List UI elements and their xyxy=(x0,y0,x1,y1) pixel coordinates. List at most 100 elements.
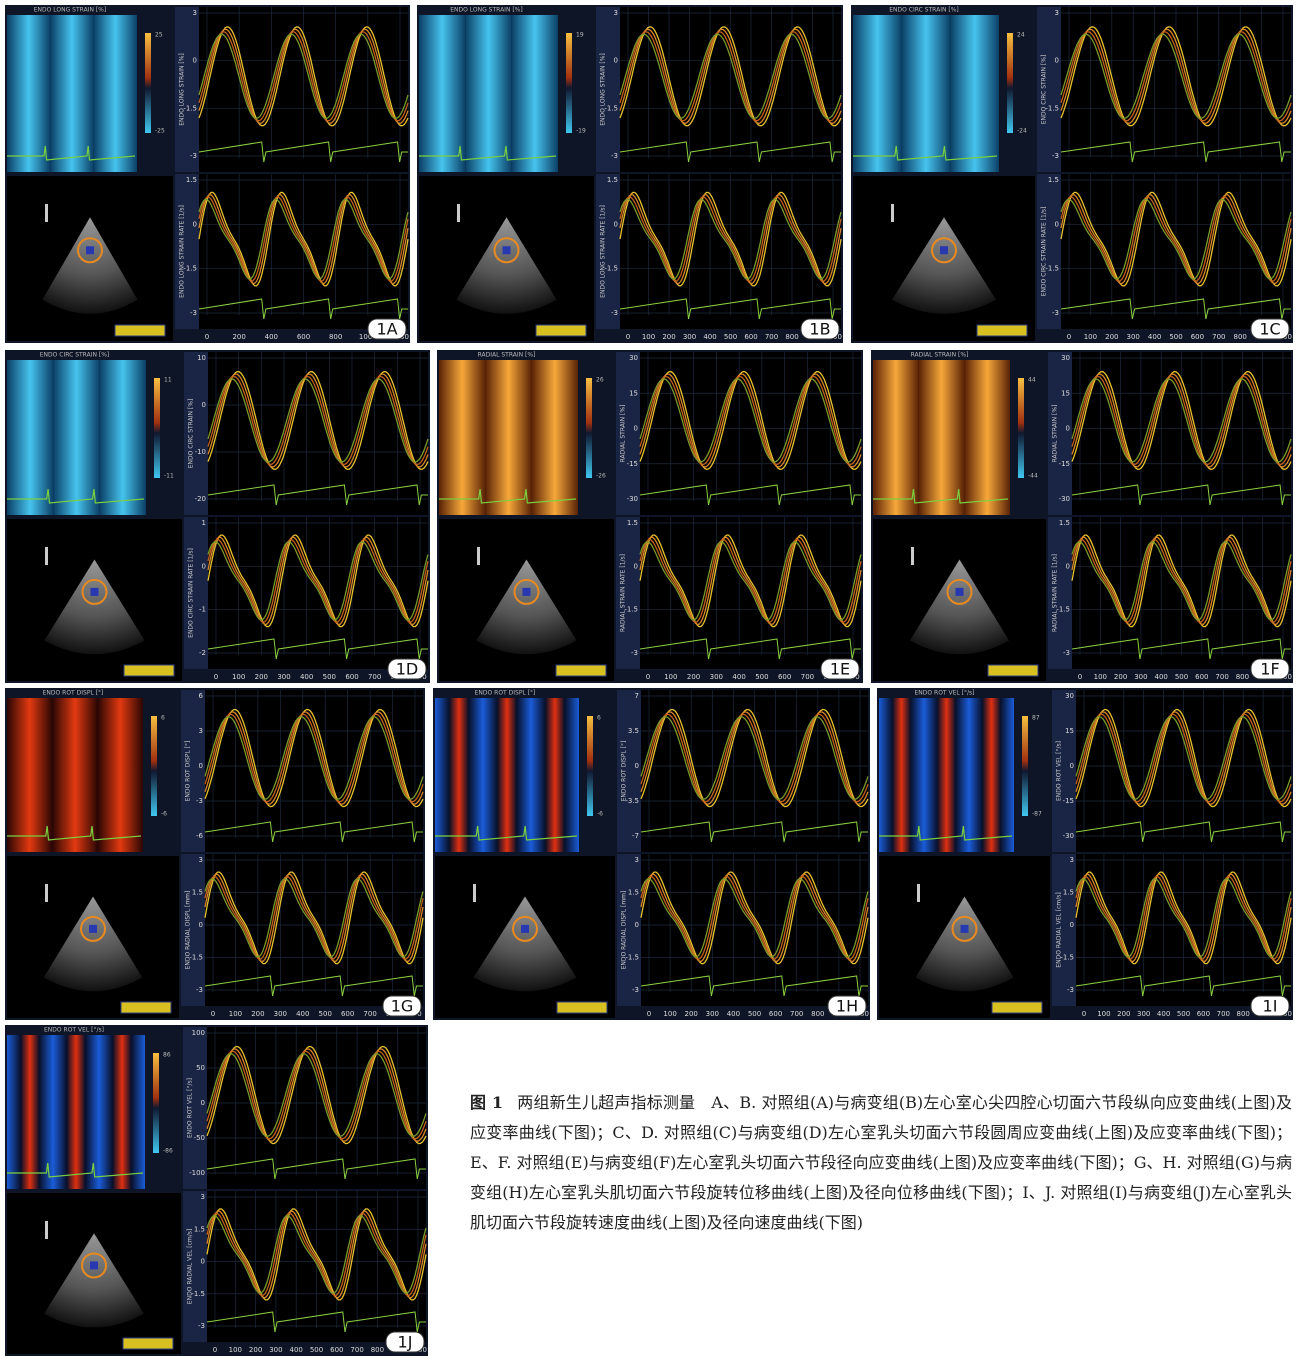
x-tick-label: 100 xyxy=(663,1010,676,1018)
echo-tag xyxy=(556,665,606,676)
heatmap-stripe xyxy=(435,698,483,852)
top-tick-label: 15 xyxy=(629,389,638,397)
bottom-tick-label: -1.5 xyxy=(1060,954,1074,962)
top-tick-label: 0 xyxy=(1066,425,1070,433)
x-tick-label: 400 xyxy=(732,673,745,681)
bottom-tick-label: -3 xyxy=(1052,309,1059,317)
x-tick-label: 800 xyxy=(1237,1010,1250,1018)
x-tick-label: 800 xyxy=(811,1010,824,1018)
panel: ENDO ROT VEL [°/s]86-86ENDO ROT VEL [°/s… xyxy=(5,1025,428,1356)
bottom-axis-label: ENDO CIRC STRAIN RATE [1/s] xyxy=(1041,207,1048,297)
echo-tag xyxy=(123,1338,173,1349)
bottom-tick-label: -1.5 xyxy=(604,265,618,273)
x-tick-label: 700 xyxy=(801,673,814,681)
heatmap-stripe xyxy=(50,15,93,172)
x-tick-label: 300 xyxy=(1127,333,1140,341)
bottom-tick-label: -1.5 xyxy=(625,954,639,962)
x-tick-label: 500 xyxy=(748,1010,761,1018)
panel-label: 1E xyxy=(830,660,850,679)
top-tick-label: 3 xyxy=(193,9,197,17)
bottom-tick-label: 0 xyxy=(193,220,197,228)
echo-roi-core xyxy=(90,1261,98,1269)
top-tick-label: -30 xyxy=(1059,495,1070,503)
panel-label: 1H xyxy=(836,997,858,1016)
echo-probe xyxy=(473,884,476,902)
x-tick-label: 600 xyxy=(297,333,310,341)
panel-label: 1C xyxy=(1259,320,1280,339)
bottom-axis-label: ENDO LONG STRAIN RATE [1/s] xyxy=(600,205,607,298)
echo-tag xyxy=(536,325,586,336)
heatmap-title: ENDO LONG STRAIN [%] xyxy=(34,7,106,14)
bottom-tick-label: 1.5 xyxy=(627,519,638,527)
top-tick-label: -3 xyxy=(196,797,203,805)
bottom-tick-label: 1.5 xyxy=(628,889,639,897)
top-tick-label: 30 xyxy=(629,354,638,362)
x-tick-label: 400 xyxy=(290,1346,303,1354)
heatmap-stripe xyxy=(964,360,1010,515)
top-tick-label: -30 xyxy=(627,495,638,503)
x-tick-label: 700 xyxy=(350,1346,363,1354)
top-tick-label: 3 xyxy=(1055,9,1059,17)
x-tick-label: 500 xyxy=(1175,673,1188,681)
bottom-axis-label: ENDO CIRC STRAIN RATE [1/s] xyxy=(188,548,195,638)
top-tick-label: 0 xyxy=(634,425,638,433)
x-tick-label: 600 xyxy=(1195,673,1208,681)
heatmap-stripe xyxy=(439,360,485,515)
echo-tag xyxy=(124,665,174,676)
top-tick-label: 3 xyxy=(199,727,203,735)
heatmap-stripe xyxy=(919,360,965,515)
top-tick-label: 100 xyxy=(192,1029,205,1037)
top-tick-label: 0 xyxy=(614,57,618,65)
bottom-tick-label: 0 xyxy=(201,1258,205,1266)
color-bar-max: 24 xyxy=(1017,32,1025,39)
bottom-tick-label: -1.5 xyxy=(1056,606,1070,614)
bottom-tick-label: 0 xyxy=(1055,220,1059,228)
bottom-tick-label: 0 xyxy=(635,921,639,929)
color-bar xyxy=(587,716,593,816)
x-tick-label: 300 xyxy=(269,1346,282,1354)
x-tick-label: 400 xyxy=(296,1010,309,1018)
heatmap-stripe xyxy=(924,698,969,852)
bottom-tick-label: -3 xyxy=(611,309,618,317)
x-tick-label: 500 xyxy=(319,1010,332,1018)
echo-roi-core xyxy=(956,588,964,596)
bottom-tick-label: 1.5 xyxy=(1059,519,1070,527)
x-tick-label: 800 xyxy=(1234,333,1247,341)
panel: ENDO CIRC STRAIN [%]11-11ENDO CIRC STRAI… xyxy=(5,350,430,683)
top-axis-label: ENDO ROT VEL [°/s] xyxy=(1056,741,1063,801)
echo-roi-core xyxy=(961,925,969,933)
top-axis-label: ENDO CIRC STRAIN [%] xyxy=(188,399,195,469)
echo-probe xyxy=(45,1221,48,1239)
x-tick-label: 400 xyxy=(727,1010,740,1018)
x-tick-label: 500 xyxy=(724,333,737,341)
bottom-tick-label: 0 xyxy=(614,220,618,228)
top-tick-label: 3 xyxy=(614,9,618,17)
top-axis-label: ENDO ROT DISPL [°] xyxy=(185,741,192,802)
x-tick-label: 600 xyxy=(1191,333,1204,341)
x-tick-label: 300 xyxy=(1134,673,1147,681)
x-tick-label: 200 xyxy=(255,673,268,681)
x-tick-label: 600 xyxy=(345,673,358,681)
echo-tag xyxy=(121,1002,171,1013)
top-tick-label: 7 xyxy=(635,692,639,700)
echo-probe xyxy=(911,547,914,565)
color-bar xyxy=(145,33,151,133)
heatmap-title: ENDO ROT DISPL [°] xyxy=(475,690,536,697)
x-tick-label: 400 xyxy=(703,333,716,341)
heatmap-title: ENDO ROT VEL [°/s] xyxy=(915,690,975,697)
heatmap-stripe xyxy=(485,360,531,515)
heatmap-stripe xyxy=(94,15,137,172)
x-tick-label: 200 xyxy=(251,1010,264,1018)
x-tick-label: 300 xyxy=(710,673,723,681)
top-tick-label: 0 xyxy=(1070,762,1074,770)
x-tick-label: 700 xyxy=(1212,333,1225,341)
x-tick-label: 100 xyxy=(642,333,655,341)
bottom-tick-label: 3 xyxy=(1070,856,1074,864)
bottom-tick-label: -3 xyxy=(190,309,197,317)
x-tick-label: 100 xyxy=(1097,1010,1110,1018)
heatmap-stripe xyxy=(7,15,50,172)
heatmap-title: ENDO LONG STRAIN [%] xyxy=(450,7,522,14)
bottom-tick-label: 0 xyxy=(634,562,638,570)
x-tick-label: 400 xyxy=(1157,1010,1170,1018)
top-tick-label: -15 xyxy=(627,460,638,468)
